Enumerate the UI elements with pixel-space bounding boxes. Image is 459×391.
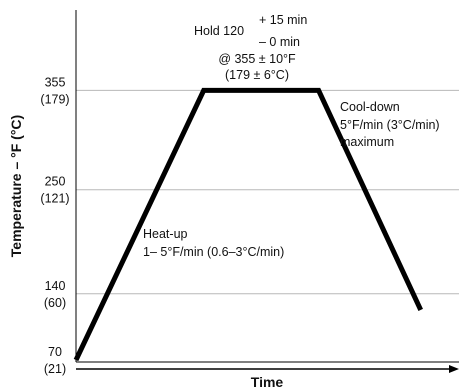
heatup-label-1: Heat-up <box>143 227 188 241</box>
y-tick-label-f-70: 70 <box>48 345 62 359</box>
x-axis-title: Time <box>251 374 284 390</box>
hold-plus-tolerance: + 15 min <box>259 13 307 27</box>
y-axis-title: Temperature – °F (°C) <box>8 115 24 257</box>
y-tick-label-f-250: 250 <box>45 175 66 189</box>
y-tick-label-f-355: 355 <box>45 75 66 89</box>
series-layer <box>73 87 423 362</box>
y-tick-labels: 70 (21) 140 (60) 250 (121) 355 (179) <box>40 75 69 376</box>
cooldown-label-1: Cool-down <box>340 100 400 114</box>
cooldown-label-2: 5°F/min (3°C/min) <box>340 118 440 132</box>
hold-minus-tolerance: – 0 min <box>259 35 300 49</box>
cooldown-label-3: maximum <box>340 135 394 149</box>
y-tick-label-c-140: (60) <box>44 296 66 310</box>
hold-temp-f: @ 355 ± 10°F <box>218 52 296 66</box>
y-tick-label-c-355: (179) <box>40 92 69 106</box>
y-tick-label-f-140: 140 <box>45 279 66 293</box>
cure-cycle-line <box>73 87 423 362</box>
hold-temp-c: (179 ± 6°C) <box>225 68 289 82</box>
y-tick-label-c-70: (21) <box>44 362 66 376</box>
y-tick-label-c-250: (121) <box>40 192 69 206</box>
heatup-label-2: 1– 5°F/min (0.6–3°C/min) <box>143 245 284 259</box>
time-arrow-head <box>449 365 459 373</box>
hold-label: Hold 120 <box>194 24 244 38</box>
